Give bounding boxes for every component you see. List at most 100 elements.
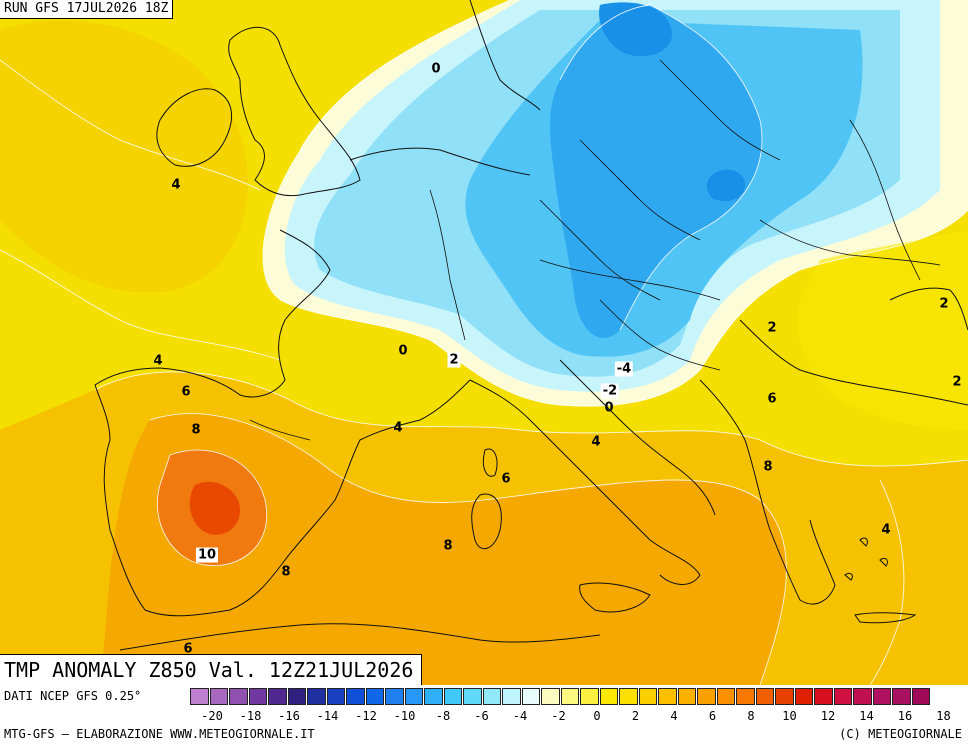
scale-tick-label: 14 — [859, 709, 874, 723]
anomaly-neg4-zone — [550, 5, 762, 339]
scale-swatch — [755, 688, 774, 705]
contour-label: 4 — [393, 420, 403, 436]
scale-swatch — [716, 688, 735, 705]
contour-label: 2 — [939, 296, 949, 312]
contour-label: 10 — [195, 547, 219, 563]
scale-tick-label: 4 — [670, 709, 678, 723]
map-title: TMP ANOMALY Z850 Val. 12Z21JUL2026 — [0, 654, 423, 685]
scale-swatch — [697, 688, 716, 705]
scale-tick-label: 12 — [820, 709, 836, 723]
scale-swatch — [385, 688, 404, 705]
anomaly-neg5b-zone — [706, 169, 745, 202]
scale-swatch — [638, 688, 657, 705]
contour-label: 8 — [281, 564, 291, 580]
scale-swatch — [911, 688, 930, 705]
scale-tick-label: -16 — [278, 709, 300, 723]
scale-tick-label: -10 — [393, 709, 416, 723]
scale-swatch — [287, 688, 306, 705]
scale-swatch — [404, 688, 423, 705]
data-source: DATI NCEP GFS 0.25° — [4, 689, 142, 703]
scale-ticks: -20 -18 -16 -14 -12 -10 -8 -6 -4 -2 0 2 4 6 8 10 12 14 16 1… — [190, 709, 968, 725]
scale-tick-label: -8 — [435, 709, 451, 723]
scale-swatch — [424, 688, 443, 705]
credit-text: MTG-GFS – ELABORAZIONE WWW.METEOGIORNALE… — [4, 727, 315, 741]
scale-swatch — [560, 688, 579, 705]
contour-label: 2 — [447, 352, 461, 368]
scale-swatch — [443, 688, 462, 705]
contour-label: 8 — [763, 459, 773, 475]
scale-swatch — [502, 688, 521, 705]
scale-swatch — [872, 688, 891, 705]
scale-swatch — [814, 688, 833, 705]
scale-swatch — [736, 688, 755, 705]
scale-tick-label: 6 — [708, 709, 717, 723]
scale-swatch — [268, 688, 287, 705]
contour-label: 2 — [952, 374, 962, 390]
anomaly-8-zone — [100, 413, 787, 685]
scale-tick-label: 16 — [897, 709, 913, 723]
scale-swatch — [658, 688, 677, 705]
scale-tick-label: 0 — [593, 709, 601, 723]
scale-swatch — [463, 688, 482, 705]
scale-swatch — [853, 688, 872, 705]
contour-label: 6 — [183, 641, 193, 657]
east-yellow-zone — [797, 230, 968, 430]
anomaly-map: 0 4 4 6 8 10 8 6 0 2 4 6 8 -4 -2 0 4 6 8… — [0, 0, 968, 685]
scale-swatch — [482, 688, 501, 705]
scale-swatch — [599, 688, 618, 705]
scale-swatch — [833, 688, 852, 705]
contour-label: 8 — [443, 538, 453, 554]
contour-label: 8 — [191, 422, 201, 438]
scale-swatch — [229, 688, 248, 705]
contour-label: 4 — [591, 434, 601, 450]
contour-lines — [0, 0, 968, 685]
scale-swatch — [619, 688, 638, 705]
contour-label: -2 — [600, 383, 620, 399]
scale-tick-label: -12 — [355, 709, 377, 723]
scale-swatch — [209, 688, 228, 705]
legend-footer: DATI NCEP GFS 0.25° -20 -18 -16 -14 -12 -10 -8… — [0, 685, 968, 745]
scale-swatch — [326, 688, 345, 705]
scale-tick-label: 2 — [631, 709, 640, 723]
contour-label: 2 — [767, 320, 777, 336]
contour-label: 0 — [604, 400, 614, 416]
scale-swatch — [892, 688, 911, 705]
atlantic-warm-zone — [0, 20, 248, 293]
scale-tick-label: 8 — [747, 709, 755, 723]
scale-swatch — [521, 688, 540, 705]
coastlines — [94, 0, 968, 651]
anomaly-12-zone — [189, 481, 240, 535]
scale-swatch — [677, 688, 696, 705]
scale-tick-label: -14 — [316, 709, 339, 723]
scale-tick-label: -20 — [201, 709, 223, 723]
run-label: RUN GFS 17JUL2026 18Z — [0, 0, 174, 19]
contour-label: 6 — [181, 384, 191, 400]
scale-tick-label: -6 — [474, 709, 489, 723]
scale-swatch — [248, 688, 267, 705]
scale-swatch — [346, 688, 365, 705]
scale-swatch — [541, 688, 560, 705]
scale-swatch — [307, 688, 326, 705]
contour-label: 6 — [501, 471, 511, 487]
contour-label: 0 — [431, 61, 441, 77]
scale-tick-label: 18 — [936, 709, 951, 723]
scale-tick-label: 10 — [782, 709, 797, 723]
map-graphic — [0, 0, 968, 685]
contour-label: 4 — [153, 353, 163, 369]
scale-swatch — [365, 688, 384, 705]
copyright-text: (C) METEOGIORNALE — [839, 727, 962, 741]
contour-label: 4 — [881, 522, 891, 538]
scale-swatch — [580, 688, 599, 705]
scale-swatch — [190, 688, 209, 705]
scale-tick-label: -2 — [551, 709, 566, 723]
scale-swatch — [794, 688, 813, 705]
contour-label: 6 — [767, 391, 777, 407]
scale-swatch — [775, 688, 794, 705]
contour-label: -4 — [614, 361, 634, 377]
scale-tick-label: -4 — [512, 709, 528, 723]
scale-tick-label: -18 — [239, 709, 262, 723]
contour-label: 0 — [398, 343, 408, 359]
color-scale — [190, 688, 931, 705]
contour-label: 4 — [171, 177, 181, 193]
